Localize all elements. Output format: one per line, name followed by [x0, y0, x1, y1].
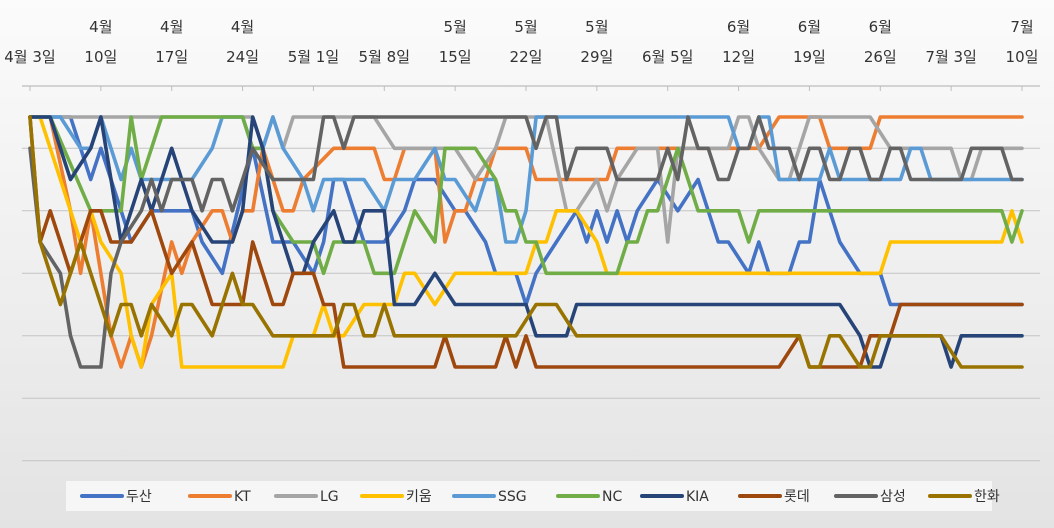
legend-label: KIA — [686, 489, 709, 505]
x-tick-label: 5월 8일 — [359, 48, 410, 66]
x-tick-label: 24일 — [226, 48, 259, 66]
x-tick-label: 4월 — [160, 18, 183, 36]
x-tick-label: 5월 1일 — [288, 48, 339, 66]
x-tick-label: 12일 — [722, 48, 755, 66]
x-tick-label: 10일 — [84, 48, 117, 66]
x-tick-label: 4월 — [89, 18, 112, 36]
x-tick-label: 4월 — [231, 18, 254, 36]
series-line-9 — [28, 115, 1024, 369]
x-tick-label: 17일 — [155, 48, 188, 66]
x-tick-label: 6월 — [869, 18, 892, 36]
x-tick-label: 4월 3일 — [4, 48, 55, 66]
legend-label: 한화 — [974, 489, 1000, 505]
x-tick-label: 5월 — [443, 18, 466, 36]
x-tick-label: 6월 5일 — [642, 48, 693, 66]
x-tick-label: 10일 — [1006, 48, 1039, 66]
legend-label: 롯데 — [784, 489, 810, 505]
legend-label: LG — [320, 489, 339, 505]
series-line-6 — [28, 115, 1024, 369]
x-tick-label: 5월 — [514, 18, 537, 36]
x-tick-label: 5월 — [585, 18, 608, 36]
series-line-5 — [28, 115, 1024, 276]
legend-label: 삼성 — [880, 489, 906, 505]
x-tick-label: 19일 — [793, 48, 826, 66]
x-tick-label: 6월 — [727, 18, 750, 36]
x-tick-label: 29일 — [580, 48, 613, 66]
x-axis-ticks: 4월 3일 4월 10일 4월 17일 4월 24일 5월 1일 5월 8일 5월 15일 5월 22일… — [4, 18, 1038, 91]
series-line-8 — [28, 115, 1024, 369]
series-line-7 — [28, 115, 1024, 369]
legend-label: KT — [234, 489, 251, 505]
x-tick-label: 7월 — [1010, 18, 1033, 36]
x-tick-label: 7월 3일 — [925, 48, 976, 66]
legend-label: NC — [602, 489, 622, 505]
x-tick-label: 26일 — [864, 48, 897, 66]
x-tick-label: 6월 — [798, 18, 821, 36]
legend-label: 두산 — [126, 489, 152, 505]
series-line-3 — [28, 115, 1024, 369]
legend: 두산 KT LG 키움 SSG NC KIA 롯데 삼성 한화 — [66, 481, 1000, 511]
legend-label: SSG — [498, 489, 527, 505]
x-tick-label: 22일 — [510, 48, 543, 66]
legend-label: 키움 — [406, 489, 432, 505]
x-tick-label: 15일 — [439, 48, 472, 66]
series-lines — [28, 115, 1024, 369]
